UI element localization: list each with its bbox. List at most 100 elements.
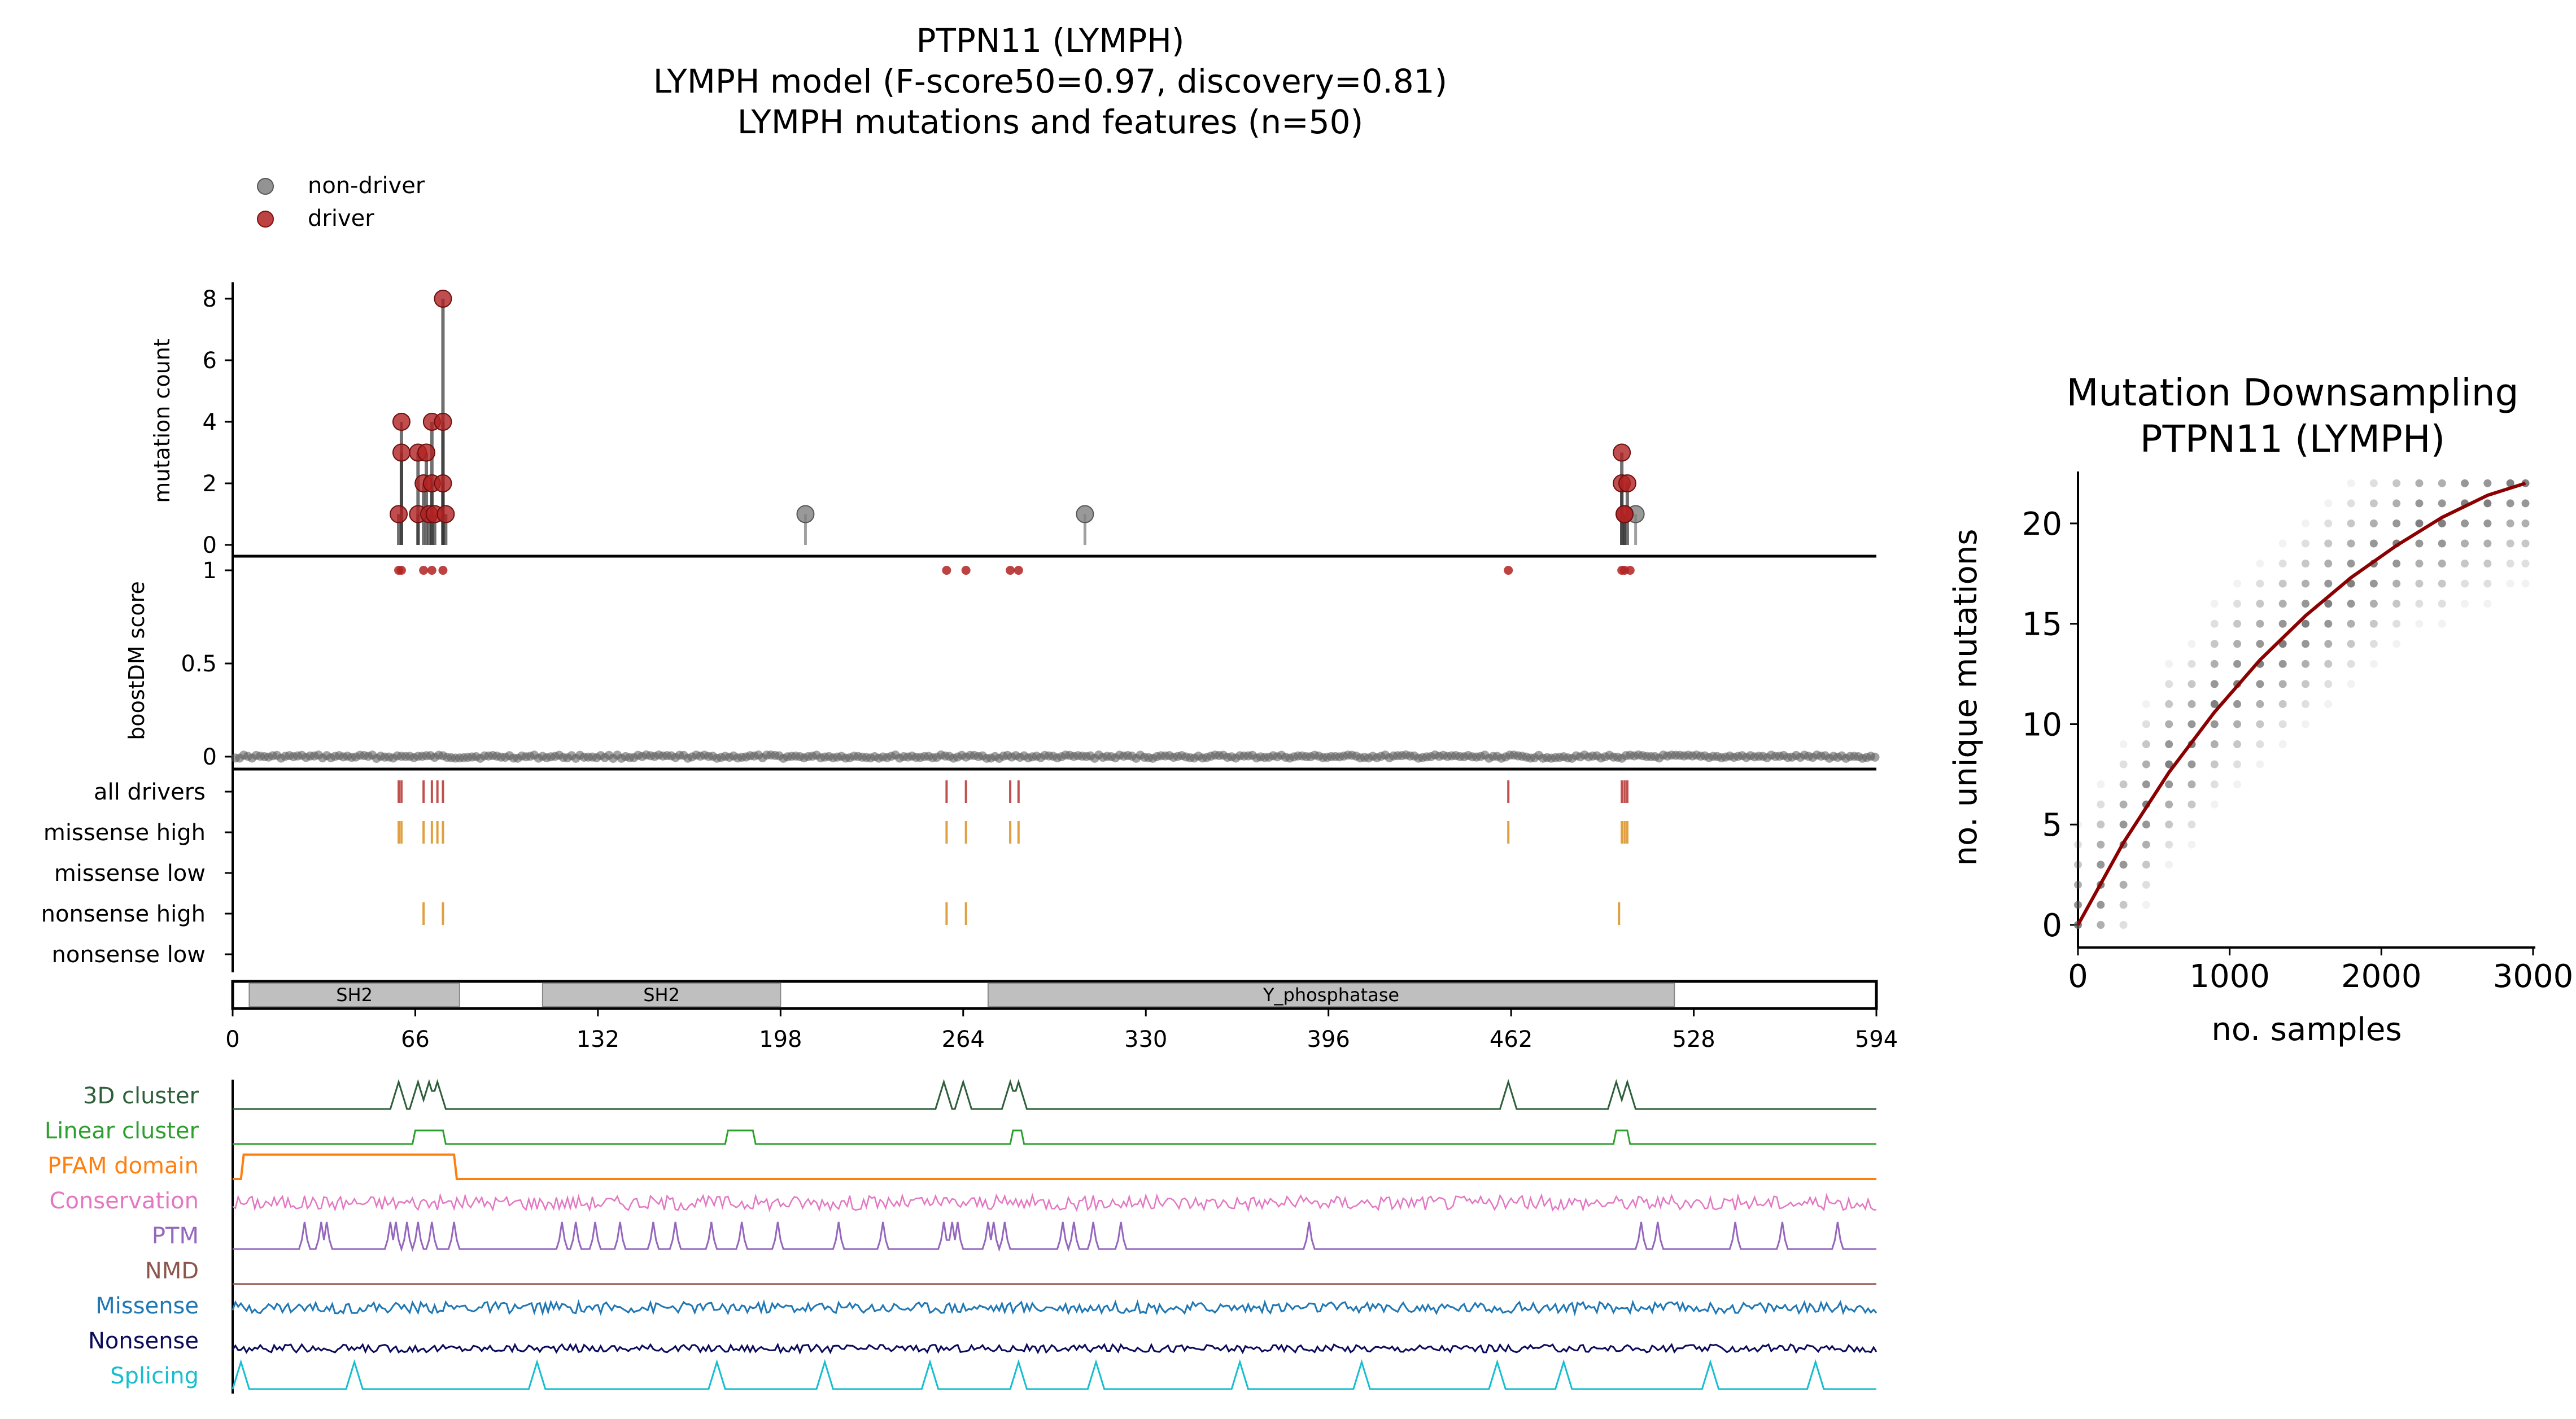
downsampling-point	[2461, 579, 2469, 588]
downsampling-point	[2256, 579, 2264, 588]
downsampling-point	[2074, 861, 2082, 869]
downsampling-point	[2506, 560, 2514, 568]
downsampling-point	[2210, 720, 2219, 728]
downsampling-point	[2324, 519, 2333, 527]
downsampling-point	[2324, 579, 2333, 588]
downsampling-point	[2097, 861, 2105, 869]
downsampling-point	[2415, 600, 2424, 608]
feature-track-label: Conservation	[50, 1188, 199, 1214]
boostdm-high-point	[427, 566, 436, 575]
downsampling-point	[2278, 680, 2287, 688]
feature-line-missense	[232, 1299, 1878, 1317]
downsampling-point	[2324, 539, 2333, 548]
downsampling-point	[2347, 640, 2355, 648]
downsampling-point	[2324, 560, 2333, 568]
boostdm-y-tick-label: 0.5	[181, 651, 217, 677]
downsampling-point	[2165, 840, 2173, 849]
driver-point	[392, 443, 411, 462]
downsampling-point	[2142, 780, 2150, 789]
boostdm-high-point	[419, 566, 429, 575]
downsampling-point	[2438, 499, 2446, 508]
downsampling-point	[2438, 600, 2446, 608]
downsampling-point	[2415, 560, 2424, 568]
domain-x-tick-label: 198	[759, 1027, 802, 1053]
downsampling-point	[2483, 539, 2492, 548]
downsampling-point	[2210, 680, 2219, 688]
track-row-label: all drivers	[94, 779, 206, 805]
downsampling-point	[2278, 560, 2287, 568]
downsampling-point	[2142, 840, 2150, 849]
downsampling-point	[2165, 740, 2173, 749]
driver-point	[1613, 443, 1631, 462]
downsampling-point	[2256, 760, 2264, 769]
downsampling-point	[2256, 740, 2264, 749]
feature-track-label: Nonsense	[88, 1328, 199, 1354]
downsampling-point	[2392, 499, 2401, 508]
domain-x-tick-label: 66	[401, 1027, 430, 1053]
driver-point	[434, 413, 452, 431]
downsampling-point	[2278, 740, 2287, 749]
downsampling-point	[2142, 820, 2150, 829]
downsampling-point	[2233, 700, 2242, 708]
downsampling-point	[2483, 579, 2492, 588]
consequence-tracks-panel: all drivers missense high missense low nons…	[41, 769, 1628, 972]
downsampling-point	[2278, 539, 2287, 548]
downsampling-point	[2119, 880, 2128, 889]
downsampling-point	[2301, 680, 2309, 688]
downsampling-point	[2324, 600, 2333, 608]
downsampling-point	[2347, 479, 2355, 487]
downsampling-point	[2347, 519, 2355, 527]
downsampling-point	[2165, 720, 2173, 728]
downsampling-point	[2392, 600, 2401, 608]
downsampling-point	[2165, 820, 2173, 829]
downsampling-point	[2142, 740, 2150, 749]
downsampling-point	[2347, 660, 2355, 668]
downsampling-point	[2188, 780, 2196, 789]
downsampling-point	[2142, 720, 2150, 728]
feature-line-linear-cluster	[233, 1129, 1876, 1145]
track-row-label: missense high	[43, 820, 206, 846]
boostdm-y-axis-label: boostDM score	[124, 581, 149, 740]
downsampling-point	[2438, 519, 2446, 527]
downsampling-point	[2415, 519, 2424, 527]
downsampling-point	[2521, 579, 2530, 588]
downsampling-point	[2210, 740, 2219, 749]
downsampling-point	[2301, 720, 2309, 728]
downsampling-point	[2324, 640, 2333, 648]
downsampling-point	[2278, 700, 2287, 708]
downsampling-point	[2301, 579, 2309, 588]
downsampling-point	[2347, 600, 2355, 608]
feature-line-pfam	[233, 1153, 1876, 1180]
domain-x-tick-label: 264	[942, 1027, 985, 1053]
downsampling-point	[2324, 700, 2333, 708]
downsampling-point	[2324, 680, 2333, 688]
downsampling-x-tick-label: 2000	[2341, 958, 2422, 995]
downsampling-point	[2301, 519, 2309, 527]
downsampling-point	[2461, 479, 2469, 487]
downsampling-point	[2188, 700, 2196, 708]
downsampling-point	[2188, 800, 2196, 809]
downsampling-point	[2278, 619, 2287, 628]
downsampling-point	[2074, 820, 2082, 829]
downsampling-point	[2506, 499, 2514, 508]
downsampling-point	[2415, 479, 2424, 487]
downsampling-point	[2097, 840, 2105, 849]
downsampling-point	[2210, 760, 2219, 769]
downsampling-point	[2165, 780, 2173, 789]
boostdm-high-point	[1006, 566, 1015, 575]
legend-non-driver-label: non-driver	[308, 173, 425, 199]
downsampling-point	[2301, 619, 2309, 628]
downsampling-title: Mutation Downsampling	[2067, 371, 2519, 414]
downsampling-x-axis-label: no. samples	[2211, 1011, 2402, 1048]
domain-x-tick-label: 528	[1672, 1027, 1715, 1053]
downsampling-point	[2438, 479, 2446, 487]
downsampling-point	[2392, 479, 2401, 487]
downsampling-point	[2142, 901, 2150, 909]
downsampling-point	[2483, 600, 2492, 608]
downsampling-point	[2369, 579, 2378, 588]
downsampling-point	[2347, 499, 2355, 508]
downsampling-x-tick-label: 1000	[2189, 958, 2270, 995]
downsampling-point	[2301, 600, 2309, 608]
downsampling-y-tick-label: 5	[2042, 807, 2062, 844]
